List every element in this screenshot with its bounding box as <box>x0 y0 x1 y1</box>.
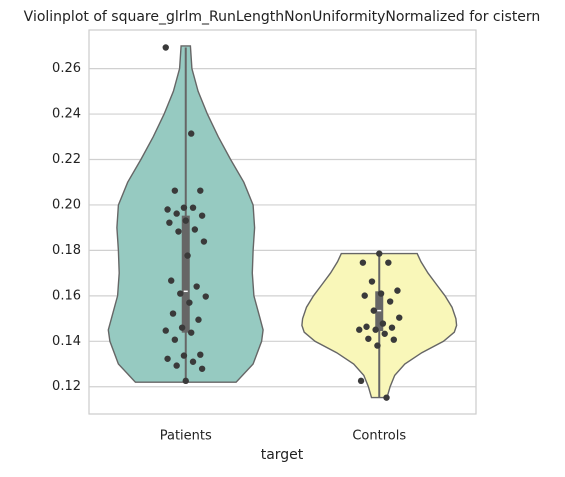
strip-point <box>388 324 396 331</box>
strip-point <box>180 352 188 359</box>
x-axis-label: target <box>261 447 304 463</box>
x-tick-label: Controls <box>352 429 406 444</box>
strip-point <box>198 365 206 372</box>
strip-point <box>169 310 177 317</box>
strip-point <box>195 316 202 323</box>
strip-point <box>191 226 199 233</box>
strip-point <box>390 336 397 343</box>
strip-point <box>186 299 193 306</box>
strip-point <box>189 204 197 211</box>
strip-point <box>188 329 195 336</box>
strip-point <box>368 278 376 285</box>
y-tick-label: 0.22 <box>52 152 81 167</box>
strip-point <box>193 283 200 290</box>
strip-point <box>184 252 191 259</box>
strip-point <box>188 130 195 137</box>
strip-point <box>168 277 175 284</box>
strip-point <box>385 259 392 266</box>
y-tick-label: 0.12 <box>52 379 81 394</box>
strip-point <box>171 187 179 194</box>
strip-point <box>357 377 365 385</box>
strip-point <box>177 290 184 297</box>
strip-point <box>356 326 363 333</box>
strip-point <box>379 320 387 327</box>
strip-point <box>164 355 171 362</box>
strip-point <box>383 394 390 401</box>
strip-point <box>370 307 377 314</box>
y-tick-label: 0.14 <box>52 334 81 349</box>
strip-point <box>180 204 188 211</box>
strip-point <box>197 187 204 194</box>
strip-point <box>381 330 388 337</box>
strip-point <box>171 336 179 343</box>
strip-point <box>166 219 173 226</box>
chart-title: Violinplot of square_glrlm_RunLengthNonU… <box>24 9 541 25</box>
strip-point <box>182 217 189 224</box>
strip-point <box>175 228 182 235</box>
y-tick-label: 0.16 <box>52 288 81 303</box>
strip-point <box>200 238 208 245</box>
box <box>181 215 190 333</box>
strip-point <box>198 212 206 219</box>
strip-point <box>359 259 367 266</box>
strip-point <box>162 44 169 51</box>
strip-point <box>363 323 370 330</box>
strip-point <box>202 293 209 300</box>
strip-point <box>197 351 204 358</box>
strip-point <box>394 287 401 294</box>
y-tick-label: 0.24 <box>52 107 81 122</box>
strip-point <box>361 292 368 299</box>
strip-point <box>372 326 379 333</box>
strip-point <box>377 290 385 297</box>
strip-point <box>376 250 383 257</box>
strip-point <box>162 327 169 334</box>
strip-point <box>182 377 189 385</box>
strip-point <box>365 335 372 342</box>
strip-point <box>178 324 186 331</box>
x-tick-label: Patients <box>160 429 212 444</box>
strip-point <box>396 314 403 321</box>
strip-point <box>164 206 171 213</box>
y-tick-label: 0.18 <box>52 243 81 258</box>
strip-point <box>173 362 180 369</box>
strip-point <box>386 298 394 305</box>
strip-point <box>374 342 381 349</box>
y-tick-label: 0.20 <box>52 197 81 212</box>
strip-point <box>173 210 180 217</box>
strip-point <box>189 358 197 365</box>
y-tick-label: 0.26 <box>52 61 81 76</box>
